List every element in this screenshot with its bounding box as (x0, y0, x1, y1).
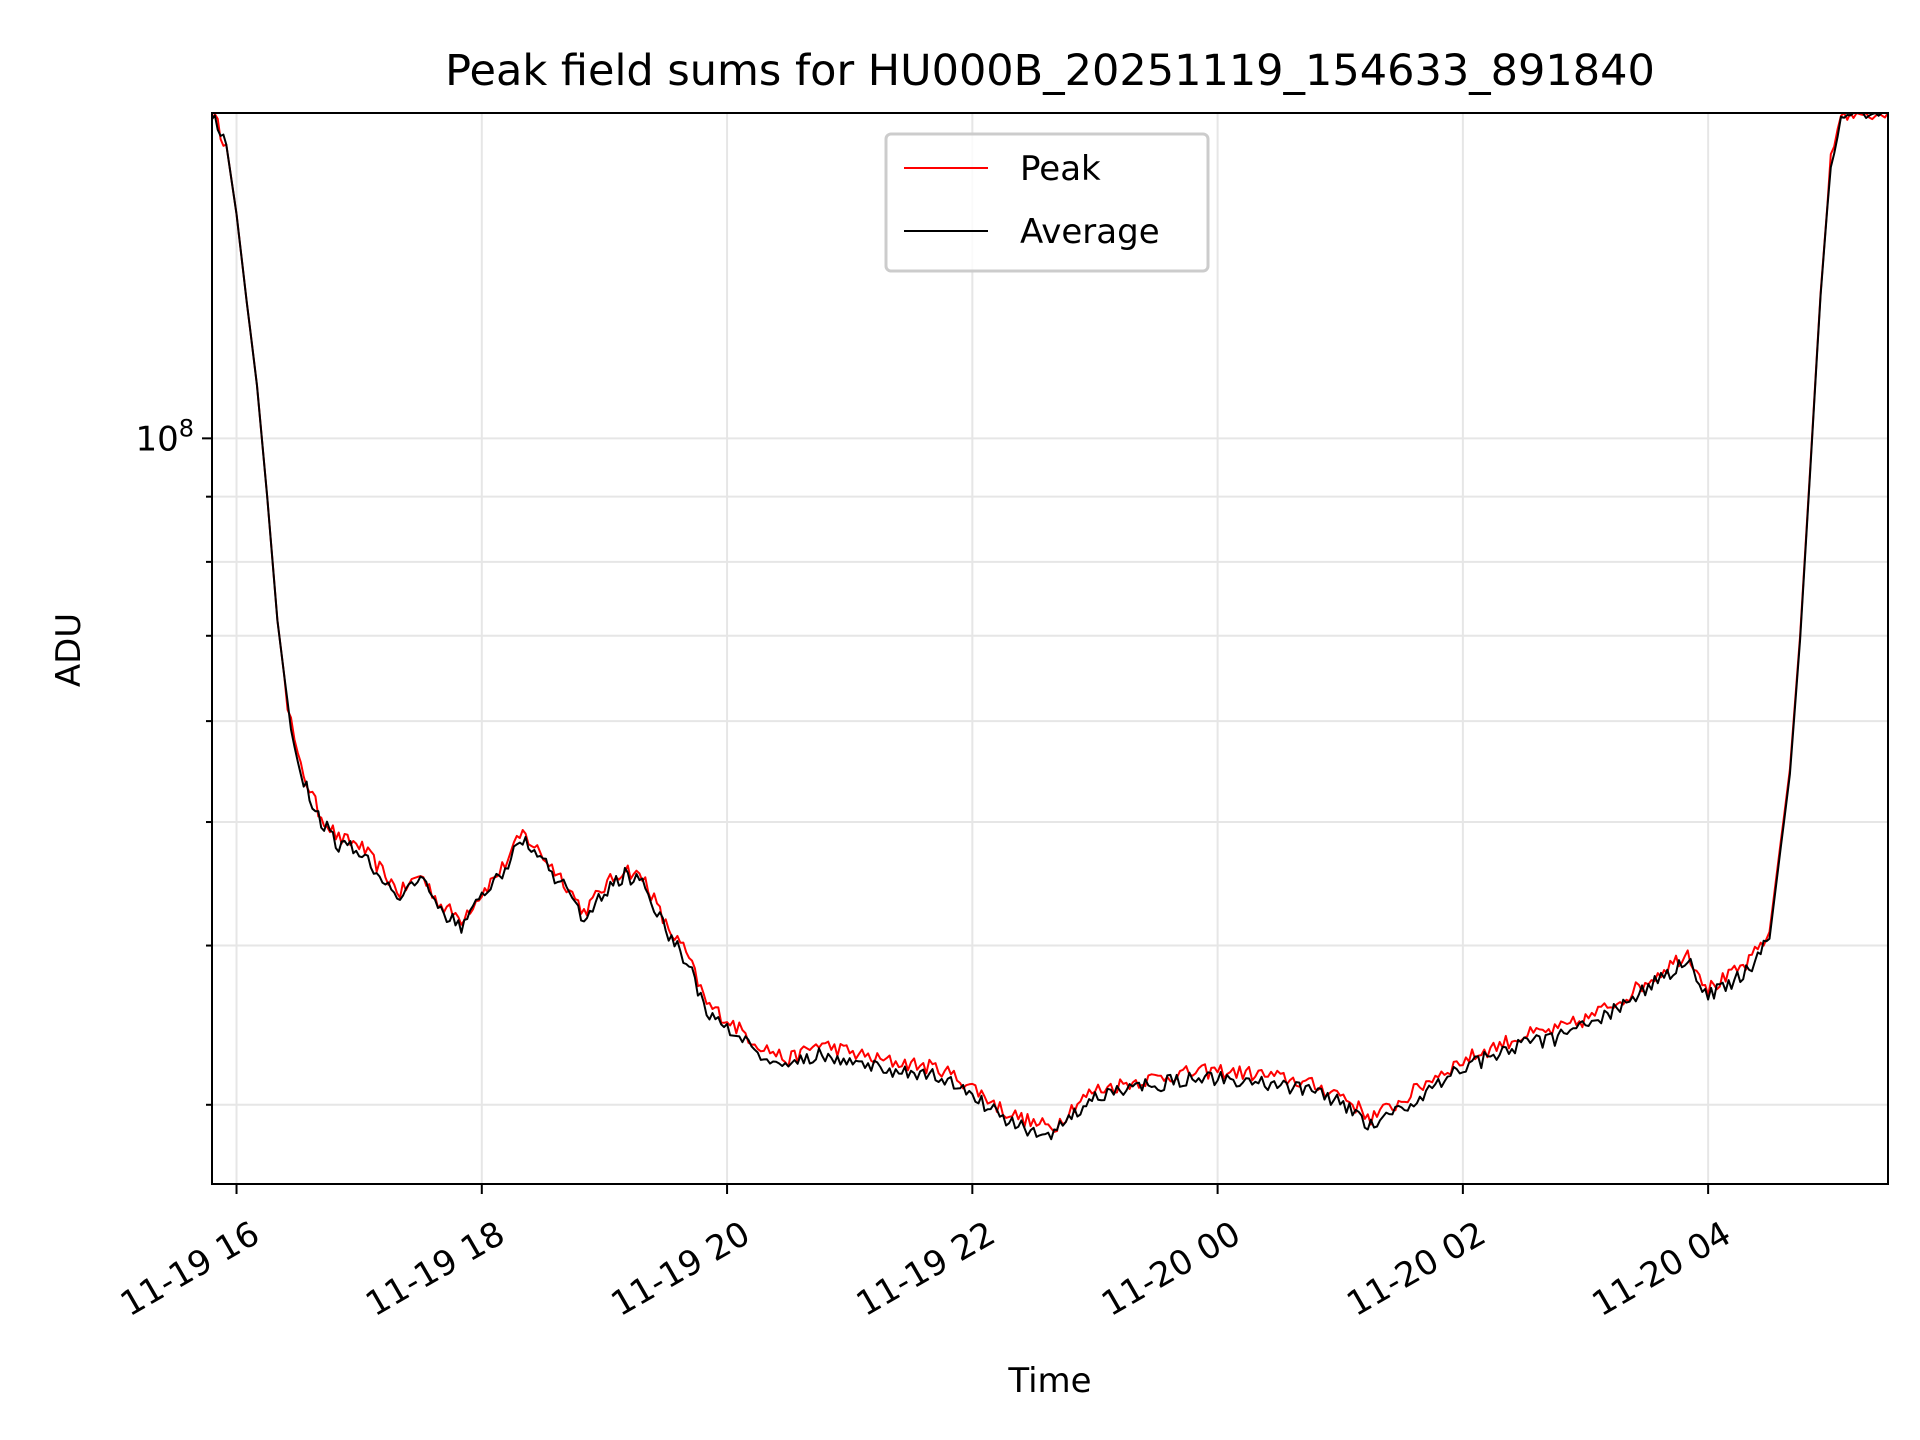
x-tick-label: 11-19 18 (359, 1214, 511, 1325)
y-axis-label: ADU (49, 613, 89, 687)
x-tick-label: 11-20 00 (1095, 1214, 1247, 1325)
y-tick-label: 108 (135, 414, 194, 459)
axes-frame (211, 112, 1889, 1185)
series-line-average (211, 112, 1888, 1141)
legend: Peak Average (884, 132, 1210, 273)
x-tick-label: 11-19 22 (850, 1214, 1002, 1325)
x-tick-label: 11-19 20 (604, 1214, 756, 1325)
x-tick-label: 11-19 16 (114, 1214, 266, 1325)
legend-label-peak: Peak (1020, 149, 1101, 189)
legend-label-average: Average (1020, 212, 1160, 252)
chart-title: Peak field sums for HU000B_20251119_1546… (445, 46, 1655, 96)
grid-layer (212, 113, 1888, 1184)
series-layer (211, 112, 1889, 1141)
x-axis-label: Time (1007, 1361, 1091, 1401)
x-tick-label: 11-20 02 (1340, 1214, 1492, 1325)
series-line-peak (211, 112, 1889, 1133)
x-tick-label: 11-20 04 (1586, 1214, 1738, 1325)
tick-layer: 11-19 16 11-19 18 11-19 20 11-19 22 11-20 00… (114, 414, 1738, 1324)
